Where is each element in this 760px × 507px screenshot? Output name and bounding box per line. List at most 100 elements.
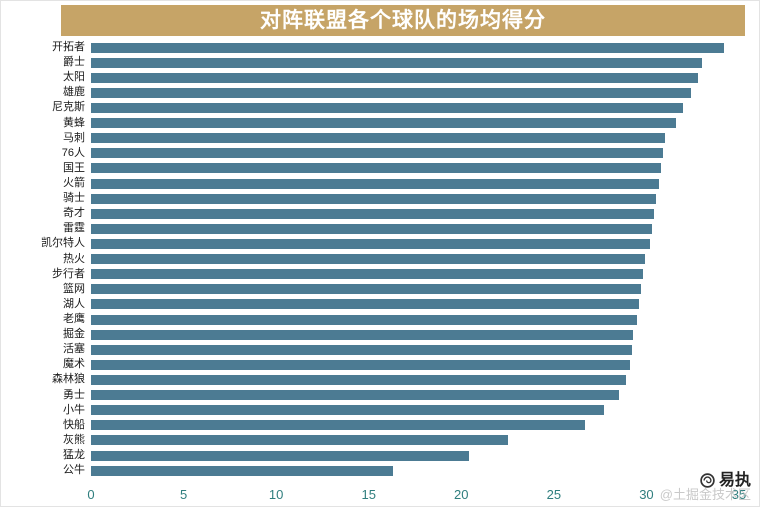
category-label: 灰熊 xyxy=(63,433,85,446)
category-label: 奇才 xyxy=(63,207,85,220)
bar xyxy=(91,102,684,113)
bar xyxy=(91,420,586,431)
category-label: 黄蜂 xyxy=(63,116,85,129)
bar-row: 热火 xyxy=(9,252,739,267)
bar xyxy=(91,118,677,129)
bar xyxy=(91,435,508,446)
bar-track xyxy=(91,297,739,312)
category-label: 凯尔特人 xyxy=(41,237,85,250)
bar-track xyxy=(91,448,739,463)
category-label: 雄鹿 xyxy=(63,86,85,99)
bar-row: 黄蜂 xyxy=(9,116,739,131)
bar-track xyxy=(91,418,739,433)
category-label: 魔术 xyxy=(63,358,85,371)
bar-track xyxy=(91,342,739,357)
category-label: 湖人 xyxy=(63,297,85,310)
bar xyxy=(91,87,691,98)
category-label: 雷霆 xyxy=(63,222,85,235)
bar-track xyxy=(91,312,739,327)
x-tick-label: 10 xyxy=(268,487,284,502)
bar-row: 小牛 xyxy=(9,403,739,418)
bar-row: 老鹰 xyxy=(9,312,739,327)
bar xyxy=(91,238,651,249)
category-label: 老鹰 xyxy=(63,313,85,326)
category-label: 尼克斯 xyxy=(52,101,85,114)
bar-plot-area: 开拓者爵士太阳雄鹿尼克斯黄蜂马刺 76人国王火箭骑士奇才雷霆凯尔特人热火步行者篮网… xyxy=(9,40,739,478)
bar-track xyxy=(91,161,739,176)
bar xyxy=(91,329,634,340)
bar-track xyxy=(91,146,739,161)
category-label: 活塞 xyxy=(63,343,85,356)
watermark-brand-text: 易执 xyxy=(718,472,751,490)
bar-row: 灰熊 xyxy=(9,433,739,448)
bar xyxy=(91,193,656,204)
bar-track xyxy=(91,433,739,448)
bar xyxy=(91,284,641,295)
bar-row: 雷霆 xyxy=(9,221,739,236)
bar-track xyxy=(91,388,739,403)
bar-row: 猛龙 xyxy=(9,448,739,463)
yizhi-logo-icon xyxy=(700,473,715,489)
bar-row: 奇才 xyxy=(9,206,739,221)
bar-row: 马刺 xyxy=(9,131,739,146)
bar-row: 快船 xyxy=(9,418,739,433)
x-tick-label: 30 xyxy=(639,487,654,502)
bar-row: 雄鹿 xyxy=(9,85,739,100)
bar-row: 骑士 xyxy=(9,191,739,206)
bar-row: 魔术 xyxy=(9,357,739,372)
bar-row: 爵士 xyxy=(9,55,739,70)
bar-row: 步行者 xyxy=(9,267,739,282)
category-label: 国王 xyxy=(63,161,85,174)
bar-track xyxy=(91,327,739,342)
category-label: 篮网 xyxy=(63,282,85,295)
category-label: 掘金 xyxy=(63,328,85,341)
watermark-brand: 易执 xyxy=(660,472,751,490)
x-tick-label: 20 xyxy=(454,487,469,502)
bar-track xyxy=(91,116,739,131)
bar xyxy=(91,344,632,355)
bar-track xyxy=(91,372,739,387)
chart-title: 对阵联盟各个球队的场均得分 xyxy=(61,5,745,36)
bar xyxy=(91,57,702,68)
bar-track xyxy=(91,100,739,115)
bar-track xyxy=(91,206,739,221)
category-label: 火箭 xyxy=(63,177,85,190)
bar xyxy=(91,465,393,476)
x-tick-label: 25 xyxy=(546,487,562,502)
bar-row: 尼克斯 xyxy=(9,100,739,115)
category-label: 步行者 xyxy=(52,267,85,280)
bar xyxy=(91,223,652,234)
category-label: 太阳 xyxy=(63,71,85,84)
bar-track xyxy=(91,463,739,478)
category-label: 勇士 xyxy=(63,388,85,401)
bar-track xyxy=(91,236,739,251)
bar-track xyxy=(91,221,739,236)
category-label: 爵士 xyxy=(63,56,85,69)
category-label: 猛龙 xyxy=(63,449,85,461)
bar xyxy=(91,374,627,385)
bar-row: 勇士 xyxy=(9,388,739,403)
category-label: 76人 xyxy=(61,146,85,159)
bar-row: 湖人 xyxy=(9,297,739,312)
bar-row: 公牛 xyxy=(9,463,739,478)
category-label: 小牛 xyxy=(63,403,85,416)
bar-row: 76人 xyxy=(9,146,739,161)
category-label: 公牛 xyxy=(63,464,85,477)
bar-row: 活塞 xyxy=(9,342,739,357)
bar xyxy=(91,178,660,189)
bar-track xyxy=(91,176,739,191)
bar xyxy=(91,299,640,310)
category-label: 骑士 xyxy=(63,192,85,205)
bar-track xyxy=(91,85,739,100)
bar-row: 开拓者 xyxy=(9,40,739,55)
x-axis: 0 5 10 15 20 25 30 35 xyxy=(87,484,746,502)
bar xyxy=(91,450,469,461)
category-label: 快船 xyxy=(63,418,85,431)
bar-track xyxy=(91,267,739,282)
category-label: 热火 xyxy=(63,252,85,265)
bar-track xyxy=(91,40,739,55)
category-label: 开拓者 xyxy=(52,41,85,54)
bar-track xyxy=(91,191,739,206)
watermark: 易执 @土掘金技术区 xyxy=(660,472,751,502)
